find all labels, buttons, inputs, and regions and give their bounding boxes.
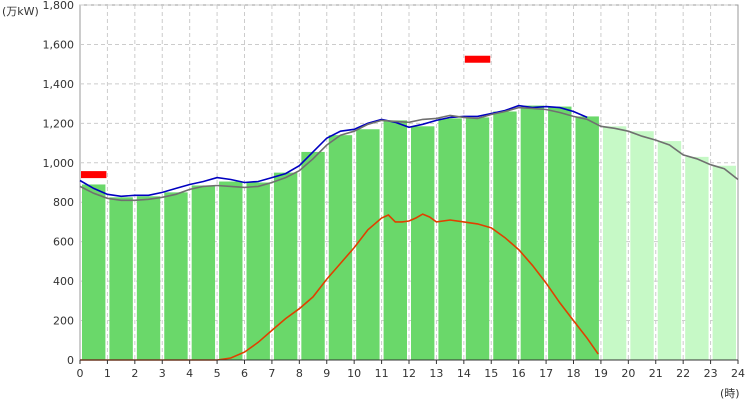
y-tick-label: 200	[53, 315, 74, 328]
x-tick-label: 20	[621, 367, 635, 380]
bar-hour-19	[602, 126, 627, 361]
y-tick-label: 400	[53, 275, 74, 288]
x-tick-label: 19	[594, 367, 608, 380]
x-axis-unit-label: (時)	[720, 387, 740, 400]
x-tick-label: 6	[241, 367, 248, 380]
x-tick-label: 3	[159, 367, 166, 380]
bar-hour-1	[109, 197, 133, 360]
bar-hour-6	[246, 182, 270, 360]
bar-hour-21	[657, 141, 682, 360]
bar-hour-13	[438, 118, 462, 361]
y-axis-unit-label: (万kW)	[2, 5, 39, 18]
bar-hour-20	[630, 131, 654, 360]
y-tick-label: 600	[53, 236, 74, 249]
y-tick-label: 1,600	[43, 38, 75, 51]
marker-layer	[81, 55, 491, 179]
x-tick-label: 1	[104, 367, 111, 380]
x-tick-label: 14	[457, 367, 471, 380]
y-tick-label: 0	[67, 354, 74, 367]
bar-hour-5	[219, 181, 243, 360]
x-tick-label: 7	[268, 367, 275, 380]
bar-hour-16	[520, 105, 545, 360]
y-tick-label: 800	[53, 196, 74, 209]
y-tick-label: 1,200	[43, 117, 75, 130]
y-tick-label: 1,800	[43, 0, 75, 12]
peak-marker-0	[81, 171, 107, 179]
x-tick-label: 2	[131, 367, 138, 380]
bar-hour-15	[493, 111, 517, 360]
x-tick-label: 12	[402, 367, 416, 380]
x-tick-label: 9	[323, 367, 330, 380]
y-tick-label: 1,400	[43, 78, 75, 91]
bar-hour-22	[685, 156, 709, 360]
x-tick-label: 13	[429, 367, 443, 380]
bar-hour-4	[191, 185, 216, 360]
x-tick-label: 5	[214, 367, 221, 380]
bar-hour-9	[328, 135, 353, 360]
bar-hour-14	[465, 117, 490, 361]
bar-hour-12	[411, 126, 435, 361]
series-line-0	[79, 104, 588, 198]
bar-hour-11	[383, 120, 407, 360]
bar-hour-3	[164, 192, 188, 360]
x-tick-label: 16	[512, 367, 526, 380]
x-tick-label: 11	[375, 367, 389, 380]
bar-hour-23	[712, 165, 736, 360]
x-tick-label: 15	[484, 367, 498, 380]
bar-hour-17	[548, 106, 572, 360]
x-tick-label: 18	[567, 367, 581, 380]
y-tick-label: 1,000	[43, 157, 75, 170]
peak-marker-1	[464, 55, 491, 63]
x-tick-label: 17	[539, 367, 553, 380]
bar-hour-2	[136, 196, 161, 360]
bar-hour-0	[82, 184, 106, 360]
x-tick-label: 0	[77, 367, 84, 380]
bar-layer	[82, 105, 736, 361]
bar-hour-7	[273, 172, 298, 360]
x-tick-label: 23	[704, 367, 718, 380]
series-line-2	[80, 213, 599, 361]
x-tick-label: 22	[676, 367, 690, 380]
line-layer	[79, 104, 739, 361]
series-line-1	[79, 106, 739, 202]
bar-hour-8	[301, 151, 325, 360]
bar-hour-10	[356, 129, 380, 360]
x-tick-label: 10	[347, 367, 361, 380]
x-tick-label: 8	[296, 367, 303, 380]
x-tick-label: 4	[186, 367, 193, 380]
x-tick-label: 21	[649, 367, 663, 380]
bar-hour-18	[575, 116, 599, 360]
x-tick-label: 24	[731, 367, 745, 380]
